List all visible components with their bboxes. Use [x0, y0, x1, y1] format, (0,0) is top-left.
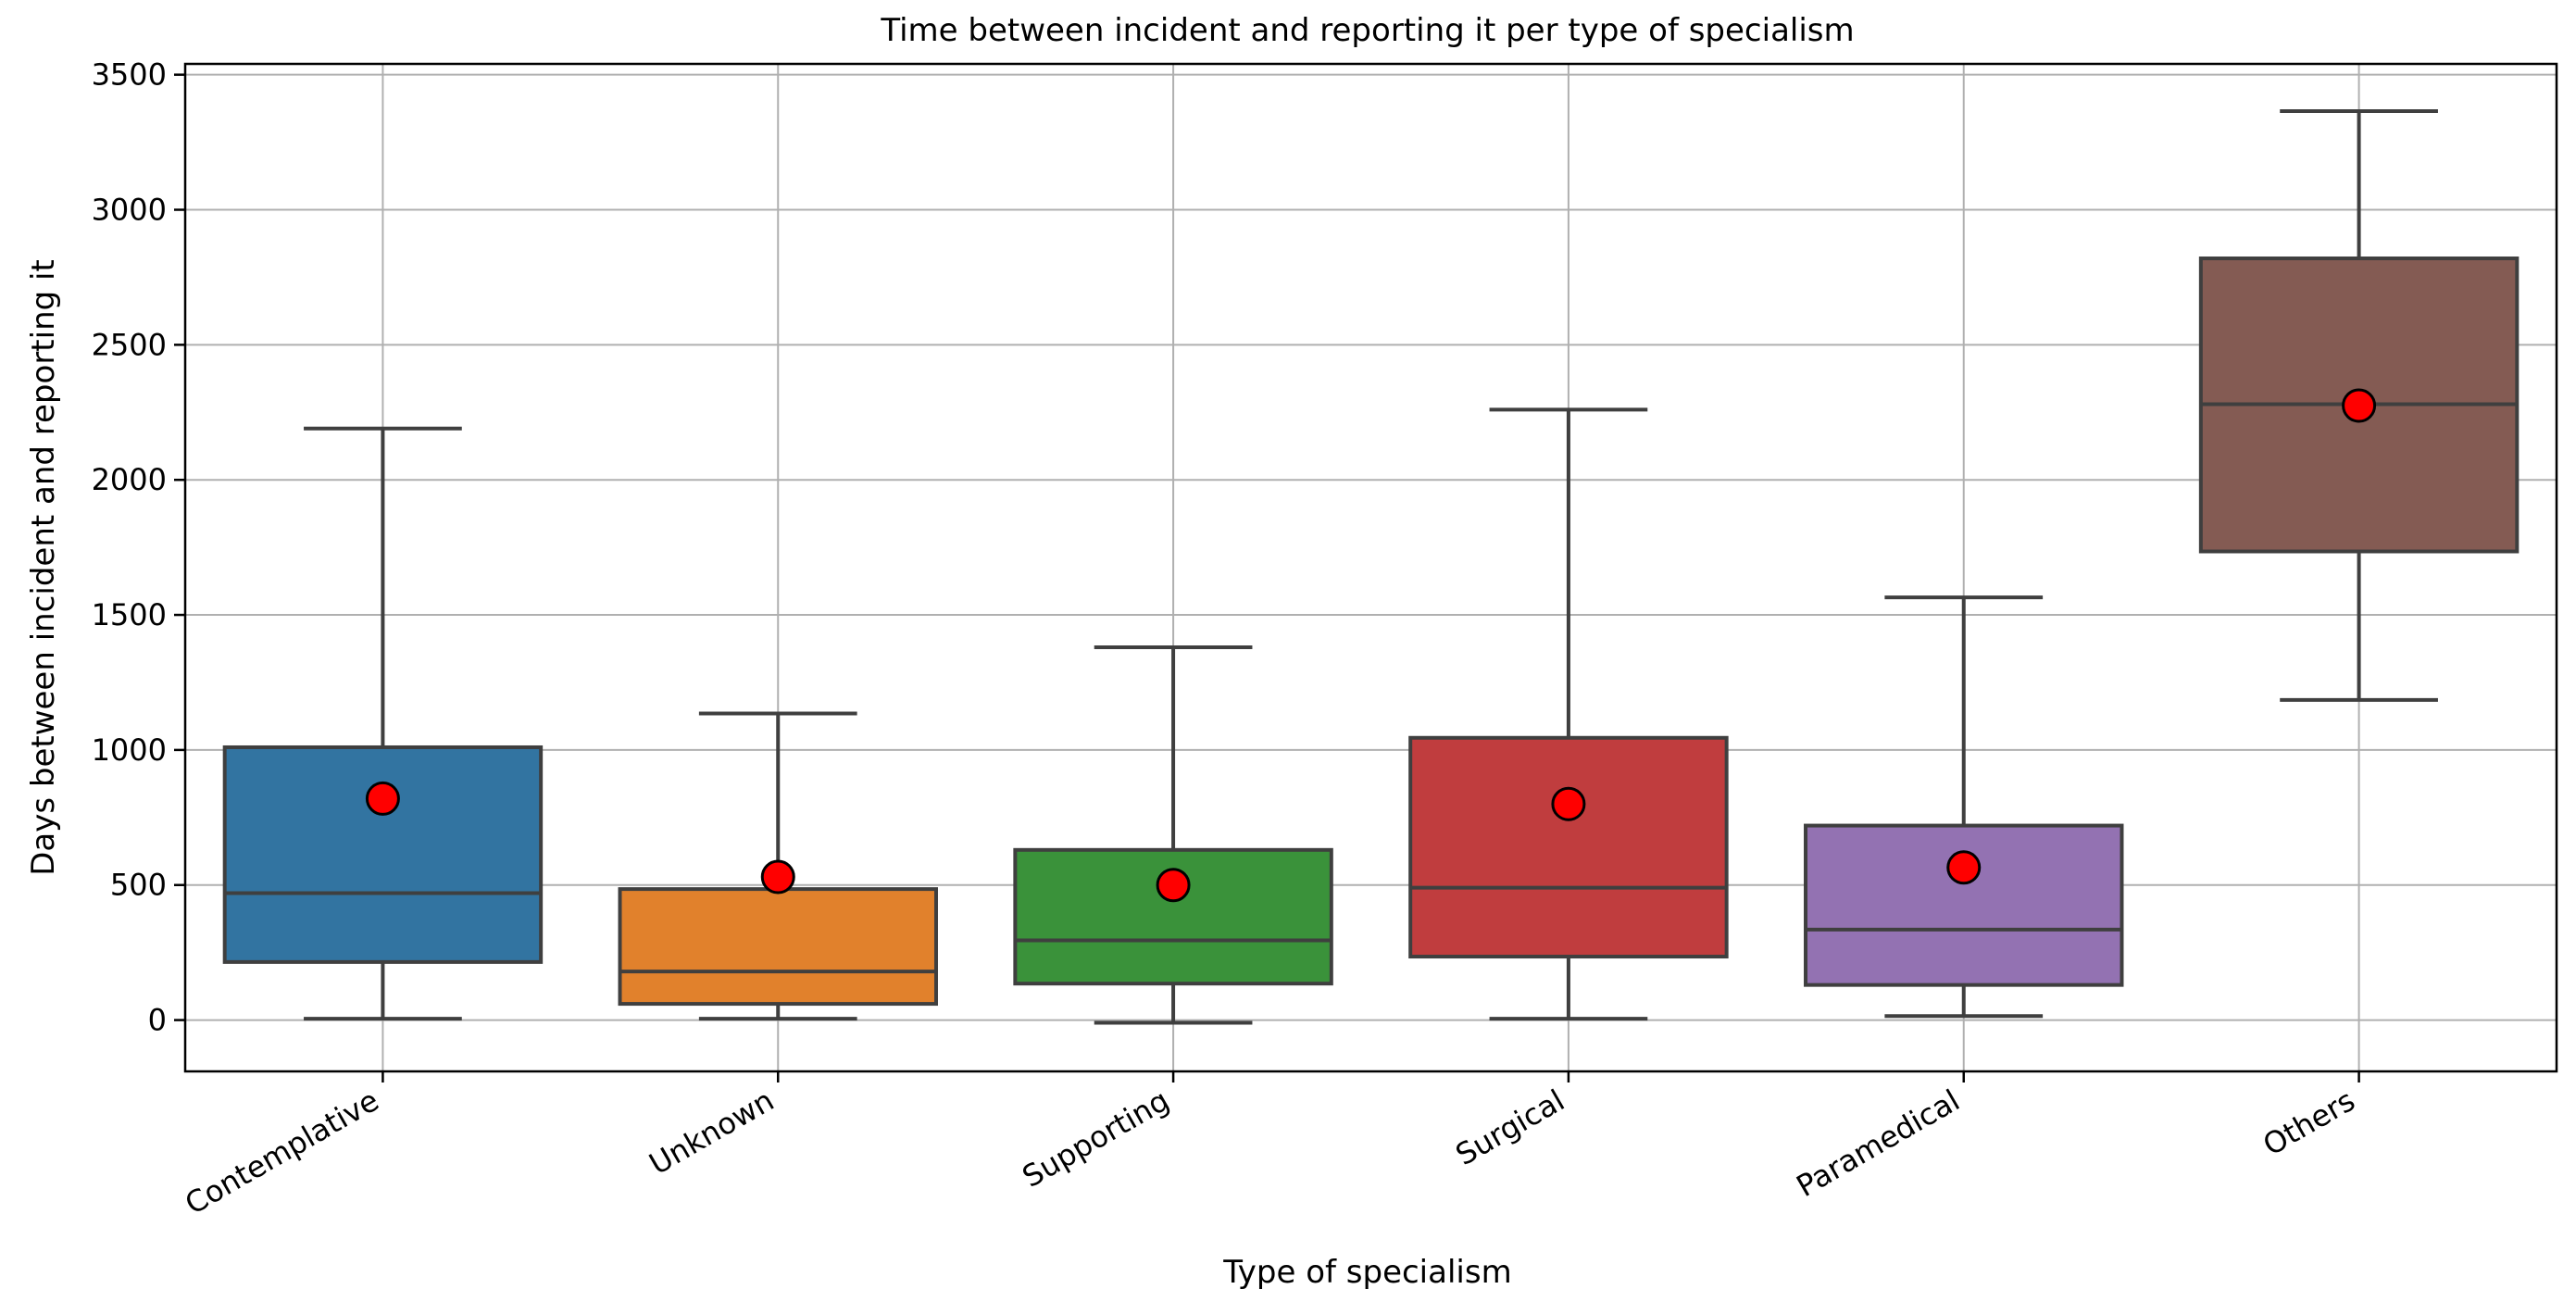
x-axis-label: Type of specialism	[1222, 1254, 1511, 1291]
y-tick-label: 3500	[92, 57, 167, 93]
box-group-others	[2198, 109, 2520, 702]
plot-frame	[183, 62, 2558, 1073]
chart-title: Time between incident and reporting it p…	[880, 12, 1854, 49]
box-group-contemplative	[222, 426, 544, 1021]
box-body	[618, 887, 938, 1007]
x-tick-label: Paramedical	[1791, 1082, 1966, 1204]
y-tick-label: 2500	[92, 327, 167, 362]
x-tick-label: Contemplative	[179, 1082, 384, 1221]
y-tick-label: 500	[110, 868, 167, 903]
mean-marker	[1156, 868, 1191, 903]
y-tick-label: 0	[148, 1003, 167, 1038]
y-axis: 0 500 1000 1500 2000 2500 3000 3500	[92, 57, 185, 1038]
y-tick-label: 1000	[92, 732, 167, 768]
x-tick-label: Unknown	[644, 1082, 781, 1182]
x-axis: Contemplative Unknown Supporting Surgical Pa…	[179, 1071, 2361, 1221]
y-tick-label: 1500	[92, 597, 167, 632]
mean-marker	[365, 781, 400, 816]
y-tick-label: 3000	[92, 193, 167, 228]
mean-marker	[2342, 388, 2377, 423]
mean-marker	[760, 859, 795, 895]
mean-marker	[1551, 786, 1586, 821]
x-tick-label: Supporting	[1017, 1082, 1175, 1195]
mean-marker	[1946, 850, 1982, 885]
box-body	[1408, 735, 1729, 959]
box-group-surgical	[1408, 407, 1729, 1021]
y-tick-label: 2000	[92, 462, 167, 497]
box-group-unknown	[618, 711, 938, 1021]
box-body	[222, 745, 544, 964]
box-group-supporting	[1013, 645, 1333, 1025]
x-tick-label: Surgical	[1450, 1082, 1570, 1172]
y-axis-label: Days between incident and reporting it	[25, 259, 62, 876]
x-tick-label: Others	[2257, 1082, 2360, 1163]
box-body	[1804, 823, 2124, 987]
box-group-paramedical	[1804, 595, 2124, 1019]
box-series	[222, 109, 2520, 1025]
